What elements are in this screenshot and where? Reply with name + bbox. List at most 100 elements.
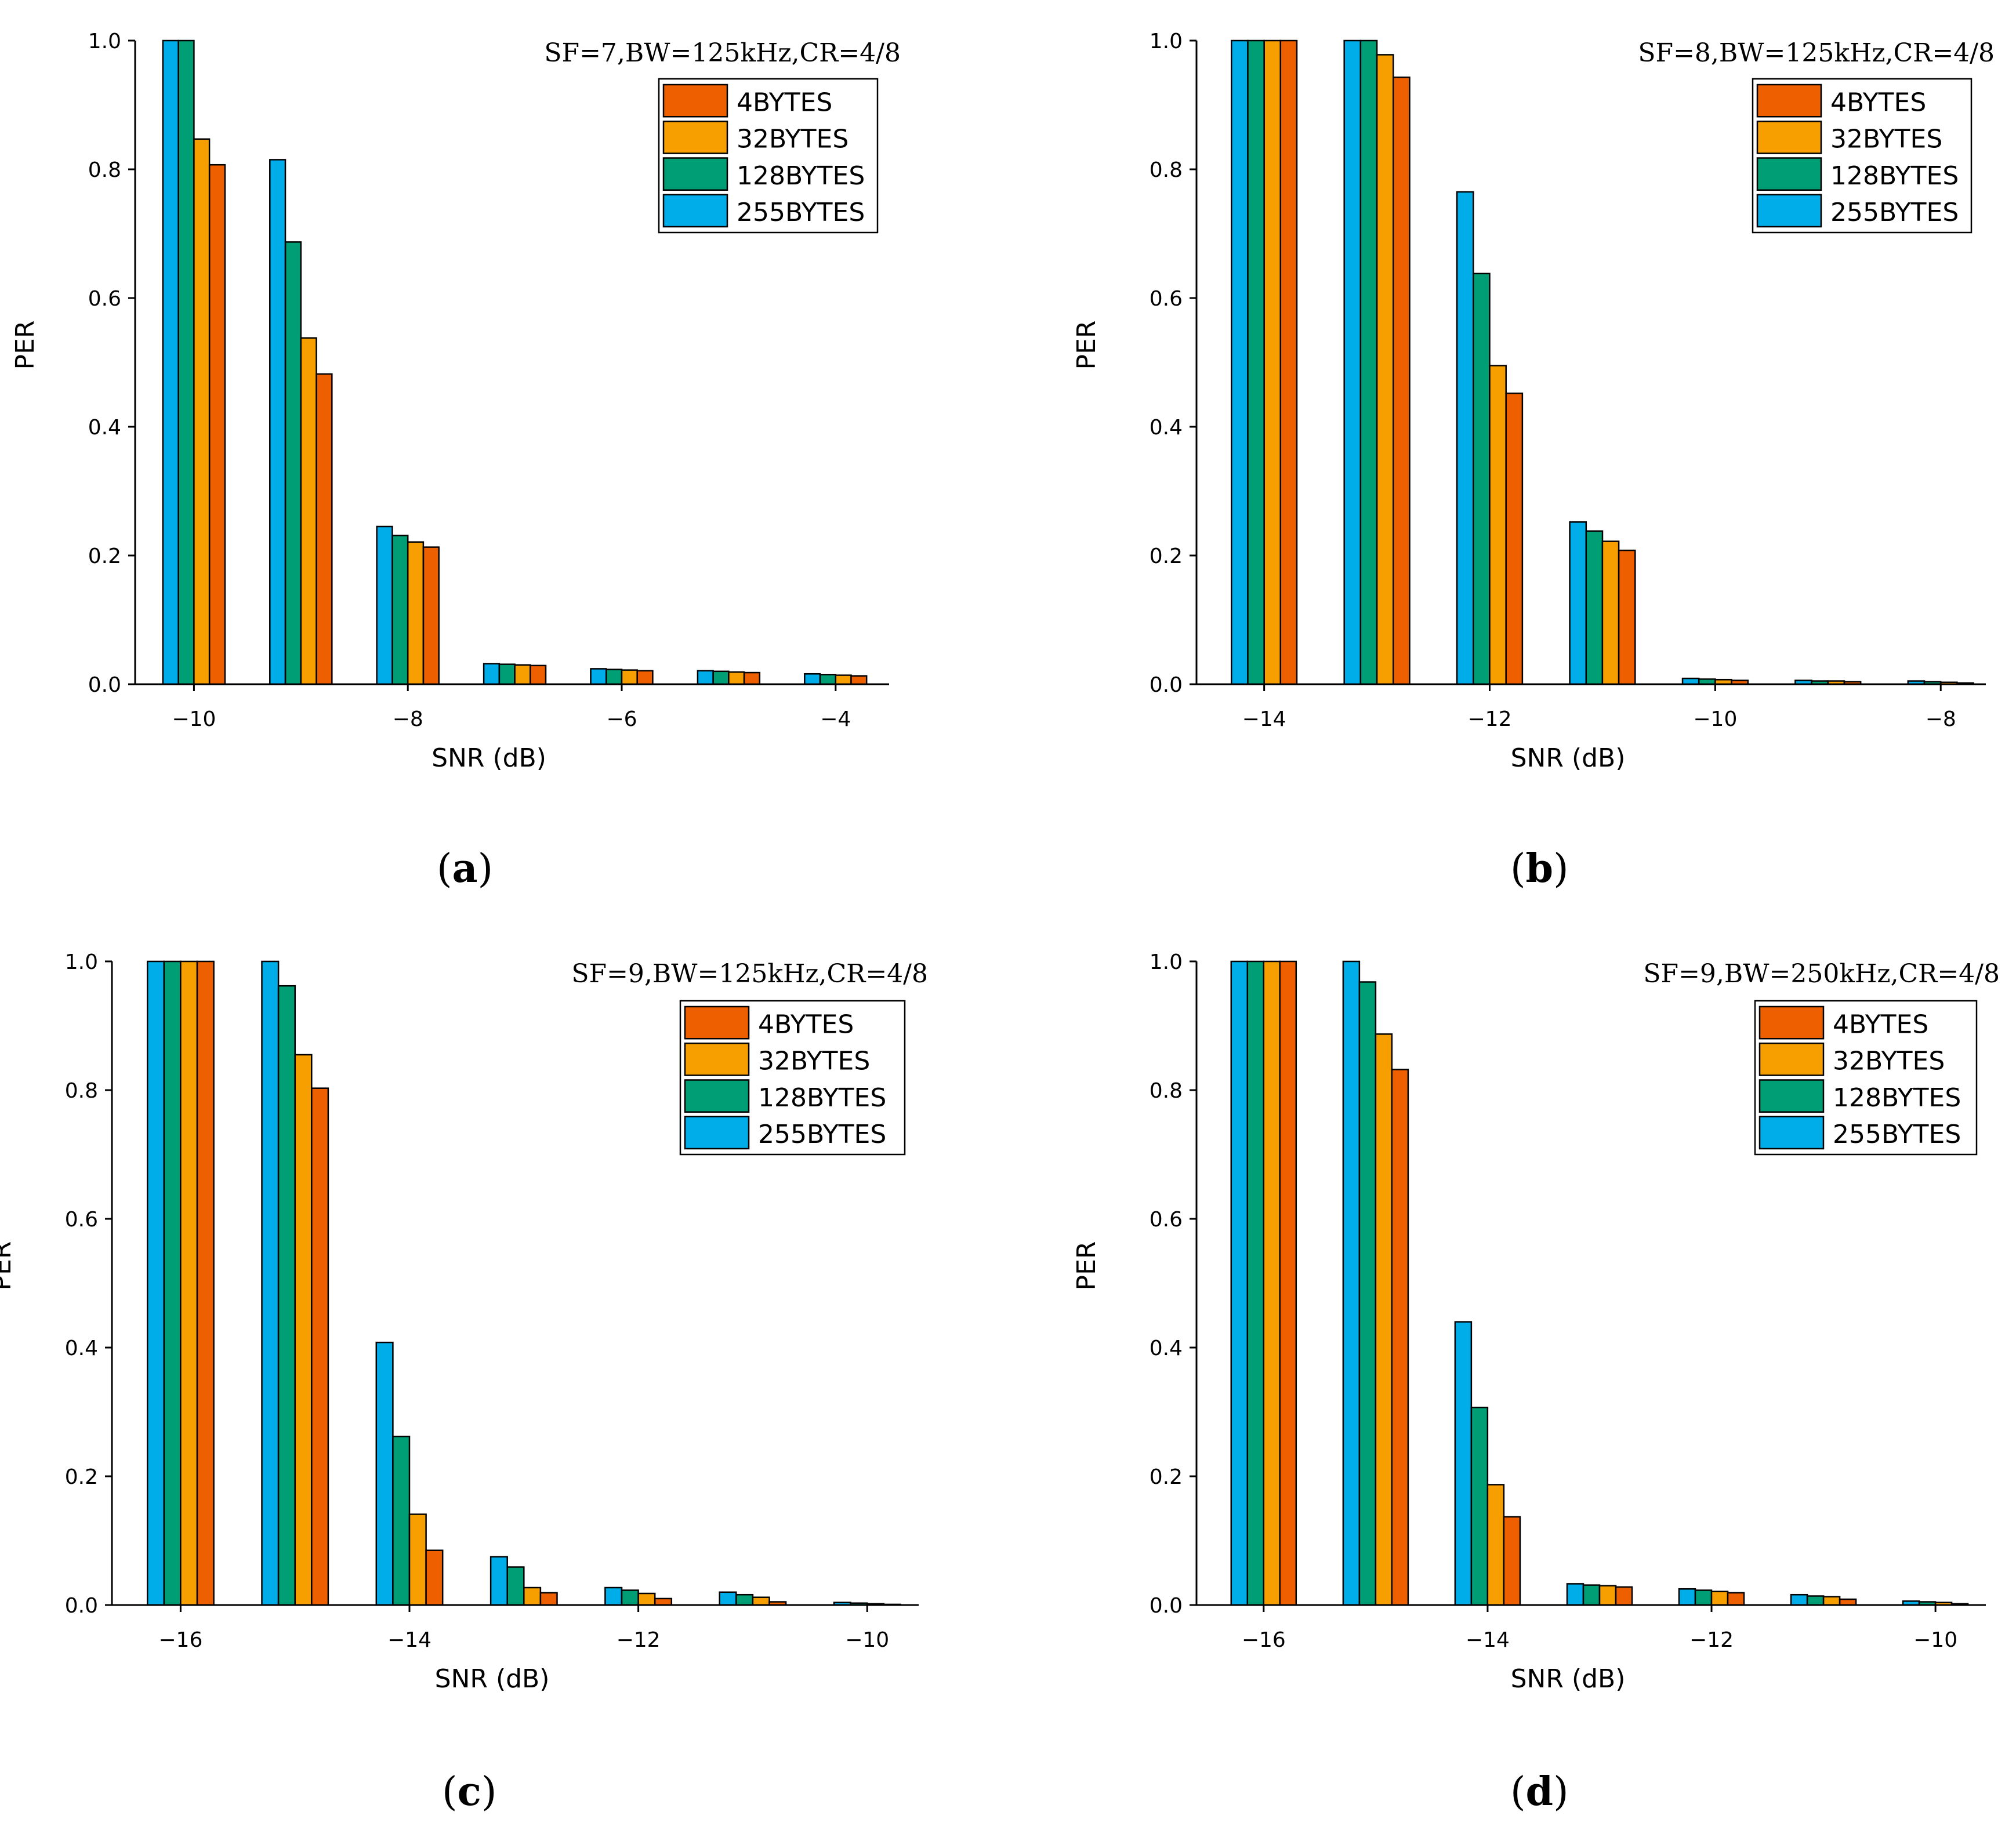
bar-255bytes-5 bbox=[1790, 1593, 1808, 1606]
bar-128bytes-2 bbox=[1473, 273, 1491, 685]
bar-255bytes-2 bbox=[376, 525, 393, 685]
bar-4bytes-2 bbox=[1505, 393, 1524, 685]
y-tick-label: 0.2 bbox=[88, 544, 121, 568]
x-tick-label: −10 bbox=[1913, 1628, 1957, 1652]
bar-4bytes-0 bbox=[196, 960, 215, 1606]
x-tick-label: −16 bbox=[158, 1628, 202, 1652]
legend: 4BYTES 32BYTES 128BYTES 255BYTES bbox=[1752, 78, 1973, 234]
bar-4bytes-0 bbox=[1279, 960, 1297, 1606]
bar-128bytes-1 bbox=[1358, 981, 1377, 1606]
legend-label-255bytes: 255BYTES bbox=[1833, 1120, 1961, 1149]
bar-128bytes-3 bbox=[1585, 530, 1604, 685]
bar-128bytes-2 bbox=[1470, 1406, 1489, 1606]
x-tick-label: −10 bbox=[845, 1628, 889, 1652]
bar-4bytes-2 bbox=[1503, 1516, 1521, 1606]
bar-4bytes-3 bbox=[1615, 1586, 1633, 1606]
x-tick-label: −8 bbox=[393, 707, 423, 731]
bar-4bytes-2 bbox=[425, 1549, 444, 1606]
bar-32bytes-0 bbox=[193, 138, 211, 685]
chart-panel-c: 0.0 0.2 0.4 0.6 0.8 1.0 −16 −14 −12 −10 SNR (dB) PE… bbox=[0, 950, 928, 1694]
y-axis-label: PER bbox=[1072, 321, 1101, 370]
legend-label-4bytes: 4BYTES bbox=[1830, 88, 1926, 117]
legend-label-4bytes: 4BYTES bbox=[758, 1010, 854, 1039]
bar-32bytes-5 bbox=[1822, 1596, 1841, 1606]
bars-group bbox=[146, 960, 901, 1606]
legend-swatch-128bytes bbox=[1756, 157, 1822, 191]
y-axis-label: PER bbox=[1072, 1241, 1101, 1291]
bar-32bytes-3 bbox=[523, 1586, 542, 1606]
y-tick-label: 0.6 bbox=[88, 287, 121, 311]
bar-255bytes-3 bbox=[1569, 521, 1587, 685]
bar-128bytes-3 bbox=[498, 663, 516, 685]
y-tick-label: 0.0 bbox=[1150, 673, 1183, 697]
bar-128bytes-0 bbox=[163, 960, 182, 1606]
x-axis-label: SNR (dB) bbox=[435, 1664, 550, 1694]
legend-swatch-32bytes bbox=[684, 1043, 750, 1076]
bar-255bytes-3 bbox=[1566, 1583, 1584, 1606]
legend-swatch-4bytes bbox=[1758, 1005, 1825, 1040]
bar-128bytes-0 bbox=[1246, 960, 1265, 1606]
y-tick-label: 0.6 bbox=[1150, 1208, 1183, 1232]
y-tick-label: 0.8 bbox=[65, 1079, 98, 1103]
legend-swatch-32bytes bbox=[662, 121, 728, 154]
bar-32bytes-1 bbox=[300, 337, 317, 685]
caption-d: (d) bbox=[1510, 1769, 1569, 1815]
legend-label-32bytes: 32BYTES bbox=[1833, 1047, 1945, 1076]
bars-group bbox=[162, 39, 868, 685]
chart-title: SF=9,BW=250kHz,CR=4/8 bbox=[1643, 959, 2000, 989]
legend-label-255bytes: 255BYTES bbox=[737, 198, 865, 227]
y-axis-label: PER bbox=[0, 1241, 17, 1291]
bar-32bytes-2 bbox=[1486, 1484, 1505, 1606]
legend: 4BYTES 32BYTES 128BYTES 255BYTES bbox=[1754, 1000, 1978, 1156]
y-tick-label: 1.0 bbox=[65, 950, 98, 974]
bar-4bytes-0 bbox=[1279, 39, 1298, 685]
legend-label-32bytes: 32BYTES bbox=[1830, 125, 1942, 154]
y-tick-label: 0.2 bbox=[1150, 1465, 1183, 1489]
legend-swatch-32bytes bbox=[1758, 1043, 1825, 1076]
caption-a: (a) bbox=[437, 845, 494, 892]
bar-255bytes-0 bbox=[162, 39, 179, 685]
bar-255bytes-4 bbox=[604, 1586, 623, 1606]
x-tick-label: −14 bbox=[1242, 707, 1286, 731]
y-tick-label: 0.8 bbox=[1150, 1079, 1183, 1103]
legend-swatch-255bytes bbox=[1756, 194, 1822, 228]
bars-group bbox=[1231, 39, 1974, 685]
bar-4bytes-0 bbox=[208, 164, 226, 685]
bar-32bytes-3 bbox=[1601, 540, 1620, 685]
legend: 4BYTES 32BYTES 128BYTES 255BYTES bbox=[658, 78, 879, 234]
legend-swatch-4bytes bbox=[684, 1005, 750, 1040]
legend-label-128bytes: 128BYTES bbox=[737, 161, 865, 191]
legend-label-255bytes: 255BYTES bbox=[758, 1120, 886, 1149]
bar-255bytes-1 bbox=[261, 960, 280, 1606]
bar-128bytes-1 bbox=[277, 985, 296, 1606]
chart-title: SF=7,BW=125kHz,CR=4/8 bbox=[544, 38, 901, 68]
bar-128bytes-4 bbox=[1694, 1589, 1713, 1606]
bar-4bytes-3 bbox=[539, 1592, 558, 1606]
legend-swatch-128bytes bbox=[662, 157, 728, 191]
bar-32bytes-0 bbox=[1263, 39, 1282, 685]
x-tick-label: −10 bbox=[1693, 707, 1737, 731]
legend-label-255bytes: 255BYTES bbox=[1830, 198, 1959, 227]
y-tick-label: 0.6 bbox=[65, 1208, 98, 1232]
x-axis-label: SNR (dB) bbox=[1511, 1664, 1626, 1694]
legend-swatch-255bytes bbox=[662, 194, 728, 228]
bar-128bytes-4 bbox=[605, 669, 623, 685]
legend: 4BYTES 32BYTES 128BYTES 255BYTES bbox=[679, 1000, 906, 1156]
bar-32bytes-3 bbox=[1598, 1585, 1617, 1606]
y-tick-label: 0.2 bbox=[1150, 544, 1183, 568]
y-axis-label: PER bbox=[10, 321, 40, 370]
y-tick-label: 0.8 bbox=[88, 158, 121, 182]
bar-4bytes-1 bbox=[1393, 77, 1411, 685]
bar-4bytes-2 bbox=[422, 546, 440, 685]
legend-label-32bytes: 32BYTES bbox=[737, 125, 849, 154]
bar-32bytes-2 bbox=[408, 1513, 427, 1606]
bar-255bytes-2 bbox=[1456, 191, 1474, 685]
x-tick-label: −12 bbox=[1468, 707, 1512, 731]
bar-128bytes-5 bbox=[1806, 1595, 1825, 1606]
bar-4bytes-4 bbox=[636, 670, 654, 685]
x-axis-label: SNR (dB) bbox=[1511, 743, 1626, 773]
y-tick-label: 1.0 bbox=[1150, 950, 1183, 974]
bar-4bytes-4 bbox=[654, 1597, 673, 1606]
caption-b: (b) bbox=[1510, 845, 1569, 892]
bar-255bytes-2 bbox=[375, 1341, 394, 1606]
